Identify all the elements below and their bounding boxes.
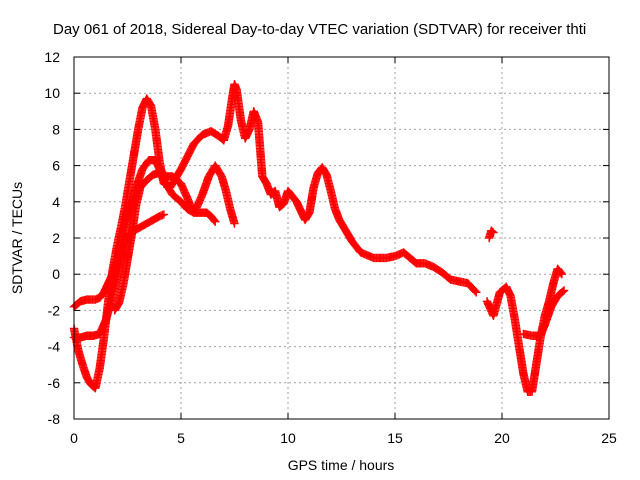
- x-axis-label: GPS time / hours: [288, 457, 395, 473]
- y-tick-label: 12: [44, 49, 60, 65]
- y-tick-label: 8: [52, 121, 60, 137]
- y-tick-label: 6: [52, 158, 60, 174]
- x-tick-label: 20: [494, 430, 510, 446]
- data-points: [69, 79, 569, 397]
- data-point: [556, 268, 566, 278]
- data-point: [471, 286, 480, 296]
- data-point: [472, 288, 481, 297]
- data-point: [557, 270, 567, 279]
- y-axis-label: SDTVAR / TECUs: [9, 182, 25, 294]
- series-trace-g: [519, 286, 569, 340]
- plot-frame: [73, 56, 610, 420]
- y-tick-label: 10: [44, 85, 60, 101]
- chart-title: Day 061 of 2018, Sidereal Day-to-day VTE…: [53, 21, 586, 38]
- series-trace-b: [69, 155, 239, 311]
- data-point: [558, 287, 568, 296]
- y-tick-label: -2: [48, 302, 61, 318]
- x-tick-label: 10: [280, 430, 296, 446]
- data-point: [489, 228, 498, 237]
- y-tick-label: 4: [52, 194, 60, 210]
- data-point: [488, 227, 497, 236]
- y-tick-label: -6: [48, 375, 61, 391]
- x-tick-label: 5: [177, 430, 185, 446]
- series-trace-c: [69, 210, 169, 342]
- data-point: [159, 210, 169, 219]
- y-tick-label: 2: [52, 230, 60, 246]
- y-tick-label: -4: [48, 339, 61, 355]
- grid-layer: [74, 57, 609, 419]
- data-point: [210, 216, 219, 225]
- data-point: [230, 219, 239, 228]
- data-point: [559, 286, 569, 295]
- x-tick-label: 25: [601, 430, 617, 446]
- series-trace-f: [482, 264, 567, 397]
- x-tick-label: 0: [70, 430, 78, 446]
- series-trace-e: [484, 226, 498, 243]
- x-tick-label: 15: [387, 430, 403, 446]
- data-point: [211, 217, 220, 226]
- y-tick-label: -8: [48, 411, 61, 427]
- y-tick-label: 0: [52, 266, 60, 282]
- series-trace-d: [110, 168, 220, 315]
